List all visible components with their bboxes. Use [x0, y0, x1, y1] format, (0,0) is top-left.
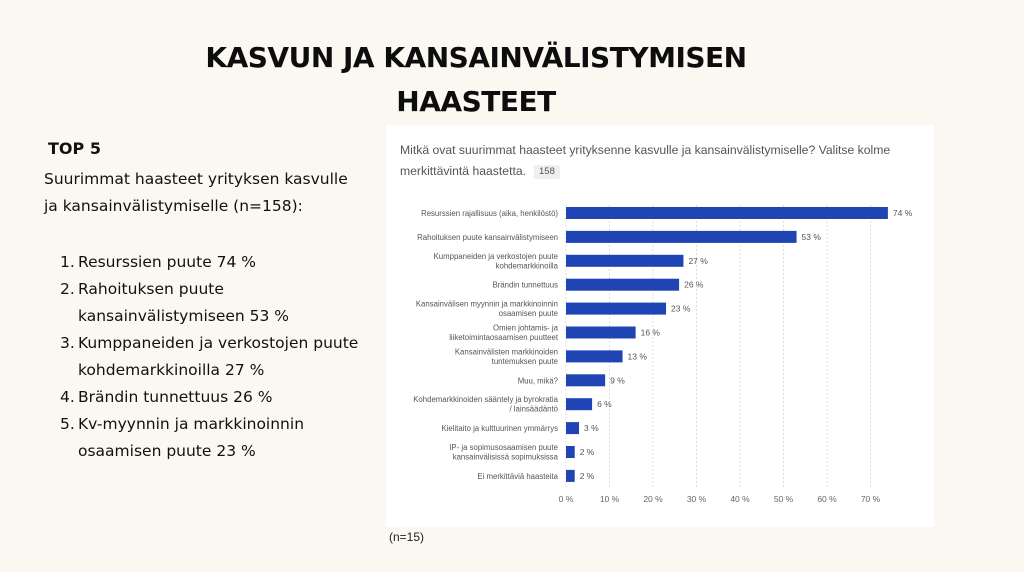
list-item-number: 2. — [60, 280, 75, 298]
data-label: 13 % — [628, 351, 648, 361]
bar — [566, 207, 888, 219]
data-label: 27 % — [688, 256, 708, 266]
list-item-text: Kv-myynnin ja markkinoinnin osaamisen pu… — [78, 415, 305, 460]
category-label: IP- ja sopimusosaamisen puute — [449, 443, 558, 452]
footnote: (n=15) — [389, 530, 425, 544]
category-label: Brändin tunnettuus — [493, 281, 559, 290]
list-item-text: Resurssien puute 74 % — [78, 253, 257, 271]
category-label: Kansainvälisten markkinoiden — [455, 347, 558, 356]
list-item: 4. Brändin tunnettuus 26 % — [60, 384, 364, 411]
bar — [566, 446, 575, 458]
bar — [566, 398, 593, 411]
category-label: / lainsäädäntö — [509, 405, 558, 414]
data-label: 74 % — [893, 208, 913, 218]
data-label: 6 % — [597, 399, 612, 409]
data-label: 16 % — [641, 328, 661, 338]
chart-panel: Mitkä ovat suurimmat haasteet yrityksenn… — [386, 125, 934, 527]
bar — [566, 422, 580, 435]
x-tick-label: 70 % — [861, 494, 881, 504]
list-item-text: Kumppaneiden ja verkostojen puute kohdem… — [78, 334, 359, 379]
slide-title-line1: KASVUN JA KANSAINVÄLISTYMISEN — [205, 41, 747, 74]
bar — [566, 326, 636, 339]
summary-intro: Suurimmat haasteet yrityksen kasvulle ja… — [44, 170, 348, 215]
bar — [566, 469, 575, 482]
bar — [566, 350, 623, 363]
top5-summary: TOP 5 Suurimmat haasteet yrityksen kasvu… — [44, 138, 364, 465]
category-label: kohdemarkkinoilla — [496, 261, 559, 270]
top5-list: 1. Resurssien puute 74 % 2. Rahoituksen pu… — [60, 249, 364, 465]
list-item-text: Rahoituksen puute kansainvälistymiseen 5… — [78, 280, 290, 325]
list-item-text: Brändin tunnettuus 26 % — [78, 388, 273, 406]
data-label: 26 % — [684, 280, 704, 290]
list-item: 3. Kumppaneiden ja verkostojen puute kohd… — [60, 330, 364, 384]
category-label: Kumppaneiden ja verkostojen puute — [434, 252, 558, 261]
bar — [566, 374, 606, 387]
x-tick-label: 0 % — [559, 494, 574, 504]
list-item-number: 1. — [60, 253, 75, 271]
x-tick-label: 30 % — [687, 494, 707, 504]
category-label: Rahoituksen puute kansainvälistymiseen — [417, 233, 558, 242]
category-label: Resurssien rajallisuus (aika, henkilöstö… — [421, 209, 558, 218]
x-tick-label: 10 % — [600, 494, 620, 504]
data-label: 53 % — [802, 232, 822, 242]
bar — [566, 230, 797, 243]
respondent-count-badge: 158 — [534, 165, 560, 179]
bar-chart: 0 % 10 % 20 % 30 % 40 % 50 % 60 % 70 % Resurssie… — [413, 205, 913, 504]
category-label: Ei merkittäviä haasteita — [477, 472, 558, 481]
category-label: tuntemuksen puute — [492, 357, 558, 366]
category-label: osaamisen puute — [499, 309, 558, 318]
bar — [566, 302, 667, 315]
top5-label: TOP 5 — [48, 139, 101, 158]
x-tick-label: 50 % — [774, 494, 794, 504]
chart-question: Mitkä ovat suurimmat haasteet yrityksenn… — [400, 143, 891, 178]
list-item: 2. Rahoituksen puute kansainvälistymiseen… — [60, 276, 364, 330]
data-label: 3 % — [584, 423, 599, 433]
chart-title: Mitkä ovat suurimmat haasteet yrityksenn… — [400, 140, 920, 182]
list-item-number: 5. — [60, 415, 75, 433]
data-label: 2 % — [580, 447, 595, 457]
category-label: Kielitaito ja kulttuurinen ymmärrys — [441, 424, 558, 433]
slide-title-line2: HAASTEET — [396, 85, 556, 118]
bar — [566, 278, 680, 291]
category-label: Kansainvälisen myynnin ja markkinoinnin — [416, 300, 558, 309]
category-label: Muu, mikä? — [518, 376, 559, 385]
bar — [566, 254, 684, 267]
list-item: 1. Resurssien puute 74 % — [60, 249, 364, 276]
x-tick-label: 60 % — [817, 494, 837, 504]
category-label: Kohdemarkkinoiden sääntely ja byrokratia — [413, 395, 558, 404]
data-label: 23 % — [671, 304, 691, 314]
category-label: kansainvälisissä sopimuksissa — [453, 453, 559, 462]
list-item: 5. Kv-myynnin ja markkinoinnin osaamisen … — [60, 411, 364, 465]
category-label: Omien johtamis- ja — [493, 324, 559, 333]
data-label: 2 % — [580, 471, 595, 481]
x-tick-label: 20 % — [643, 494, 663, 504]
list-item-number: 3. — [60, 334, 75, 352]
category-label: liiketoimintaosaamisen puutteet — [449, 333, 559, 342]
slide-title: KASVUN JA KANSAINVÄLISTYMISEN HAASTEET — [160, 36, 792, 124]
data-label: 9 % — [610, 375, 625, 385]
list-item-number: 4. — [60, 388, 75, 406]
x-tick-label: 40 % — [730, 494, 750, 504]
